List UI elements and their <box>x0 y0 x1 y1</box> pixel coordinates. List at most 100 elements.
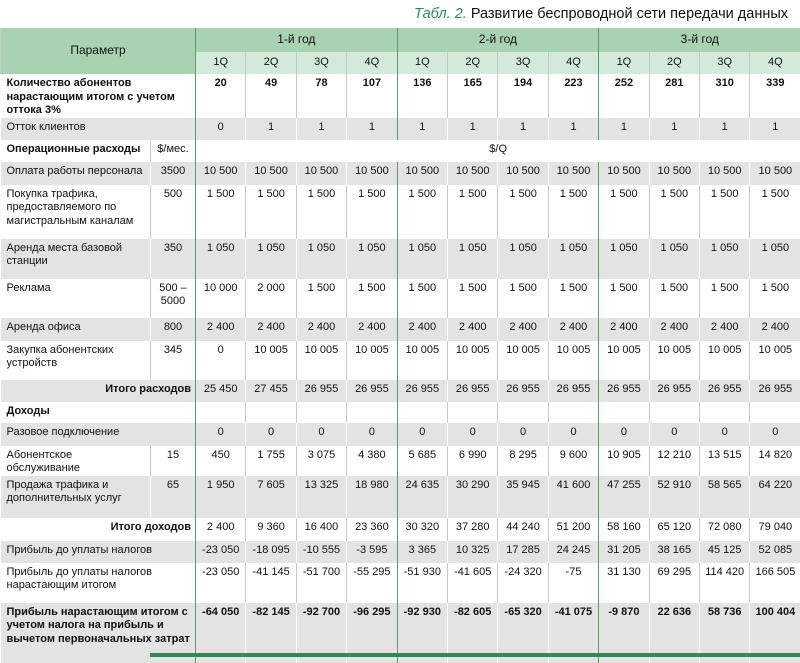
value-cell: 2 400 <box>347 318 397 341</box>
value-cell: 0 <box>649 423 699 446</box>
empty-cell <box>700 402 750 423</box>
value-cell: 1 050 <box>347 239 397 279</box>
value-cell: 27 455 <box>246 380 296 402</box>
value-cell: 1 500 <box>750 185 800 239</box>
value-cell: 49 <box>246 74 296 118</box>
value-cell: 10 005 <box>246 341 296 380</box>
value-cell: 450 <box>196 446 246 476</box>
quarter-header: 3Q <box>296 52 346 74</box>
value-cell: 0 <box>196 423 246 446</box>
value-cell: 194 <box>498 74 548 118</box>
value-cell: 24 635 <box>397 476 447 518</box>
value-cell: 1 050 <box>498 239 548 279</box>
row-label: Итого доходов <box>1 518 196 541</box>
value-cell: 58 565 <box>700 476 750 518</box>
value-cell: 1 <box>750 118 800 140</box>
empty-cell <box>246 402 296 423</box>
value-cell: 1 500 <box>196 185 246 239</box>
value-cell: 0 <box>448 423 498 446</box>
value-cell: 107 <box>347 74 397 118</box>
value-cell: 10 005 <box>599 341 649 380</box>
value-cell: 136 <box>397 74 447 118</box>
value-cell: 37 280 <box>448 518 498 541</box>
value-cell: 45 125 <box>700 541 750 563</box>
value-cell: 1 050 <box>548 239 598 279</box>
value-cell: -3 595 <box>347 541 397 563</box>
value-cell: 52 085 <box>750 541 800 563</box>
value-cell: 4 380 <box>347 446 397 476</box>
unit-cell: 350 <box>151 239 196 279</box>
row-label: Операционные расходы <box>1 140 151 162</box>
value-cell: 1 500 <box>548 279 598 318</box>
value-cell: 31 130 <box>599 563 649 603</box>
value-cell: 1 755 <box>246 446 296 476</box>
value-cell: 13 325 <box>296 476 346 518</box>
value-cell: 1 500 <box>700 279 750 318</box>
value-cell: -10 555 <box>296 541 346 563</box>
quarter-header: 2Q <box>448 52 498 74</box>
caption-label: Табл. 2. <box>414 6 467 22</box>
value-cell: 7 605 <box>246 476 296 518</box>
value-cell: 30 320 <box>397 518 447 541</box>
value-cell: 1 500 <box>448 185 498 239</box>
row-label: Количество абонентов нарастающим итогом … <box>1 74 196 118</box>
row-label: Аренда офиса <box>1 318 151 341</box>
value-cell: 18 980 <box>347 476 397 518</box>
value-cell: 2 400 <box>548 318 598 341</box>
value-cell: 1 950 <box>196 476 246 518</box>
value-cell: 10 500 <box>397 162 447 185</box>
value-cell: 26 955 <box>347 380 397 402</box>
value-cell: -24 320 <box>498 563 548 603</box>
value-cell: 3 075 <box>296 446 346 476</box>
value-cell: 339 <box>750 74 800 118</box>
table-row: Прибыль до уплаты налогов-23 050-18 095-… <box>1 541 800 563</box>
value-cell: 1 <box>347 118 397 140</box>
value-cell: 16 400 <box>296 518 346 541</box>
row-label: Продажа трафика и дополнительных услуг <box>1 476 151 518</box>
value-cell: 10 005 <box>548 341 598 380</box>
value-cell: 26 955 <box>397 380 447 402</box>
value-cell: 0 <box>196 118 246 140</box>
value-cell: 26 955 <box>448 380 498 402</box>
quarter-header: 1Q <box>397 52 447 74</box>
value-cell: 2 400 <box>649 318 699 341</box>
value-cell: 1 <box>397 118 447 140</box>
value-cell: -23 050 <box>196 563 246 603</box>
value-cell: 1 500 <box>347 279 397 318</box>
value-cell: 79 040 <box>750 518 800 541</box>
value-cell: 1 <box>296 118 346 140</box>
quarter-header: 4Q <box>750 52 800 74</box>
year-header: 1-й год <box>196 28 398 52</box>
value-cell: 1 050 <box>448 239 498 279</box>
value-cell: 10 500 <box>246 162 296 185</box>
row-label: Реклама <box>1 279 151 318</box>
value-cell: 1 500 <box>649 279 699 318</box>
value-cell: 2 400 <box>246 318 296 341</box>
value-cell: 1 500 <box>599 185 649 239</box>
value-cell: 72 080 <box>700 518 750 541</box>
value-cell: 51 200 <box>548 518 598 541</box>
quarter-header: 1Q <box>599 52 649 74</box>
header-cell: Параметр <box>1 28 196 74</box>
value-cell: 26 955 <box>599 380 649 402</box>
value-cell: 1 <box>700 118 750 140</box>
value-cell: 1 <box>649 118 699 140</box>
value-cell: -41 145 <box>246 563 296 603</box>
value-cell: 1 <box>448 118 498 140</box>
value-cell: 1 050 <box>700 239 750 279</box>
value-cell: -51 700 <box>296 563 346 603</box>
value-cell: 17 285 <box>498 541 548 563</box>
quarter-header: 3Q <box>700 52 750 74</box>
value-cell: 1 <box>548 118 598 140</box>
value-cell: 10 005 <box>448 341 498 380</box>
value-cell: 10 005 <box>750 341 800 380</box>
value-cell: 26 955 <box>296 380 346 402</box>
value-cell: 58 160 <box>599 518 649 541</box>
